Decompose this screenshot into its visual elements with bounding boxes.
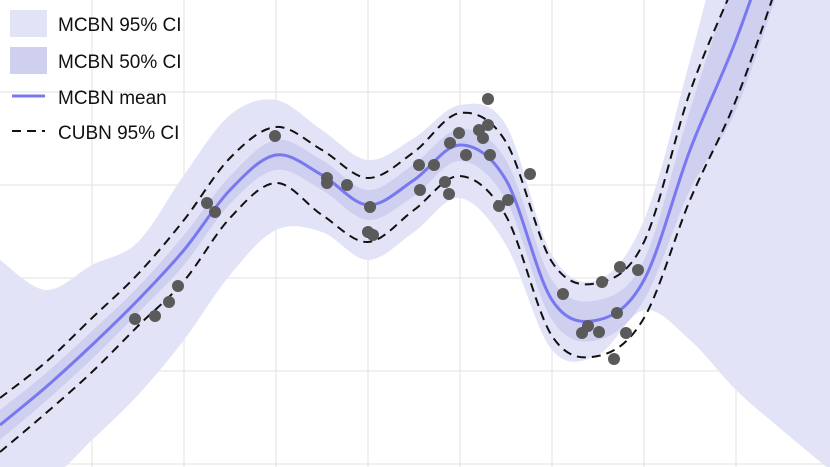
- mean-line: [0, 0, 753, 427]
- legend: MCBN 95% CI MCBN 50% CI MCBN mean CUBN 9…: [10, 10, 182, 144]
- data-point: [443, 188, 455, 200]
- data-point: [414, 184, 426, 196]
- data-point: [149, 310, 161, 322]
- data-point: [477, 132, 489, 144]
- data-point: [364, 201, 376, 213]
- data-point: [444, 137, 456, 149]
- legend-swatch-band50: [10, 47, 47, 74]
- data-point: [439, 176, 451, 188]
- cubn-line-upper: [0, 0, 729, 399]
- data-point: [502, 194, 514, 206]
- data-point: [129, 313, 141, 325]
- data-point: [453, 127, 465, 139]
- data-point: [341, 179, 353, 191]
- data-point: [367, 229, 379, 241]
- data-point: [632, 264, 644, 276]
- data-point: [524, 168, 536, 180]
- data-point: [596, 276, 608, 288]
- legend-label-band95: MCBN 95% CI: [58, 15, 182, 36]
- data-point: [611, 307, 623, 319]
- data-point: [620, 327, 632, 339]
- data-point: [201, 197, 213, 209]
- legend-label-cubn: CUBN 95% CI: [58, 123, 179, 144]
- data-point: [582, 320, 594, 332]
- data-point: [593, 326, 605, 338]
- cubn-line-lower: [0, 0, 773, 453]
- legend-label-mean: MCBN mean: [58, 88, 167, 109]
- legend-swatch-band95: [10, 10, 47, 37]
- data-point: [209, 206, 221, 218]
- data-point: [614, 261, 626, 273]
- data-point: [557, 288, 569, 300]
- data-point: [484, 149, 496, 161]
- data-point: [172, 280, 184, 292]
- data-point: [321, 177, 333, 189]
- data-point: [608, 353, 620, 365]
- data-points: [129, 93, 644, 365]
- data-point: [413, 159, 425, 171]
- data-point: [482, 119, 494, 131]
- data-point: [482, 93, 494, 105]
- data-point: [493, 200, 505, 212]
- cubn-95-ci-lines: [0, 0, 773, 453]
- legend-label-band50: MCBN 50% CI: [58, 52, 182, 73]
- data-point: [460, 149, 472, 161]
- data-point: [269, 130, 281, 142]
- data-point: [428, 159, 440, 171]
- mcbn-mean-line: [0, 0, 753, 427]
- data-point: [163, 296, 175, 308]
